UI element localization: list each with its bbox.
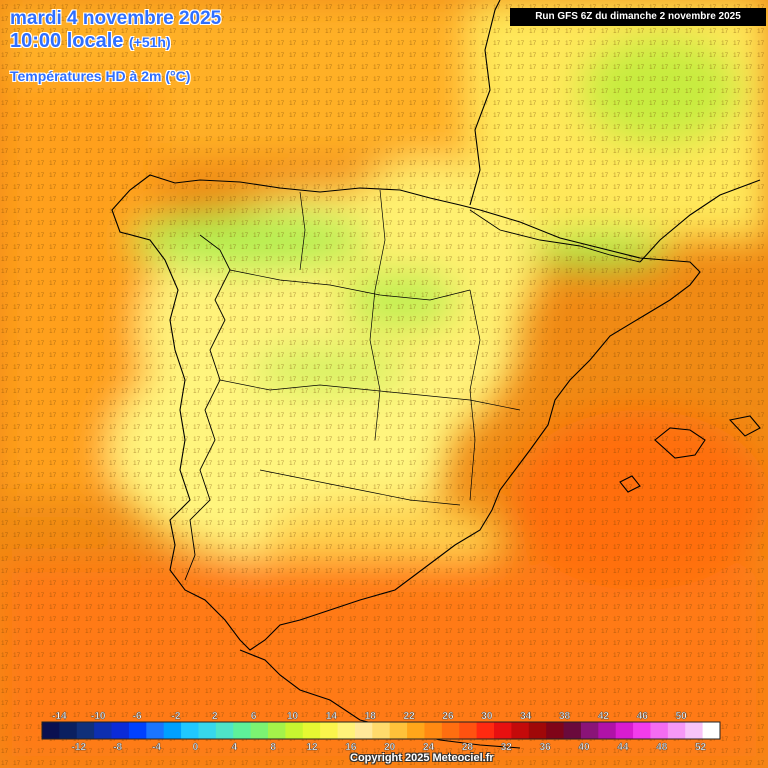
legend-label: 16 [345, 742, 357, 753]
legend-swatch [320, 722, 338, 739]
legend-label: 50 [676, 711, 688, 722]
legend-swatch [268, 722, 286, 739]
legend-swatch [511, 722, 530, 739]
legend-label: -2 [172, 711, 181, 722]
legend-swatch [302, 722, 321, 739]
legend-swatch [337, 722, 356, 739]
legend-label: 46 [637, 711, 649, 722]
legend-label: 30 [481, 711, 493, 722]
legend-label: -14 [52, 711, 67, 722]
legend-swatch [685, 722, 704, 739]
legend-swatch [407, 722, 425, 739]
legend-label: 18 [365, 711, 377, 722]
legend-swatch [372, 722, 391, 739]
legend-swatch [650, 722, 669, 739]
legend-swatch [476, 722, 495, 739]
legend-label: 10 [287, 711, 299, 722]
legend-swatch [580, 722, 599, 739]
legend-swatch [546, 722, 564, 739]
legend-label: 52 [695, 742, 707, 753]
forecast-date: mardi 4 novembre 2025 [10, 8, 222, 29]
legend-swatch [128, 722, 147, 739]
run-info-badge: Run GFS 6Z du dimanche 2 novembre 2025 [510, 8, 766, 26]
legend-swatch [389, 722, 408, 739]
legend-label: 6 [251, 711, 257, 722]
legend-label: -4 [152, 742, 161, 753]
legend-swatch [76, 722, 95, 739]
legend-swatch [633, 722, 651, 739]
legend-swatch [198, 722, 217, 739]
legend-label: 14 [326, 711, 338, 722]
lead-time: (+51h) [128, 34, 171, 50]
legend-label: 2 [212, 711, 218, 722]
legend-swatch [94, 722, 112, 739]
legend-label: 8 [270, 742, 276, 753]
legend-swatch [111, 722, 130, 739]
legend-label: 0 [193, 742, 199, 753]
legend-label: 22 [404, 711, 416, 722]
legend-label: 20 [384, 742, 396, 753]
legend-label: 36 [540, 742, 552, 753]
legend-swatch [146, 722, 165, 739]
forecast-time: 10:00 locale (+51h) [10, 30, 171, 53]
legend-swatch [615, 722, 634, 739]
legend-swatch [181, 722, 199, 739]
legend-swatch [667, 722, 686, 739]
legend-swatch [598, 722, 617, 739]
legend-swatch [163, 722, 182, 739]
legend-label: -8 [113, 742, 122, 753]
coastline [111, 0, 761, 749]
legend-label: 32 [501, 742, 513, 753]
legend-label: -12 [72, 742, 87, 753]
legend-label: 4 [231, 742, 237, 753]
legend-swatch [563, 722, 582, 739]
legend-label: -10 [91, 711, 106, 722]
legend-swatch [354, 722, 373, 739]
legend-swatch [494, 722, 512, 739]
legend-label: 38 [559, 711, 571, 722]
legend-swatch [59, 722, 78, 739]
legend-label: 26 [442, 711, 454, 722]
legend-labels: -14 -10 -6 -2 2 6 10 14 18 22 26 30 34 38 42 46 50-12 -8-… [52, 711, 707, 753]
legend-label: 44 [617, 742, 629, 753]
legend-label: 12 [306, 742, 318, 753]
legend-label: 48 [656, 742, 668, 753]
legend-label: -6 [133, 711, 142, 722]
legend-colorbar [41, 721, 721, 740]
copyright-text: Copyright 2025 Meteociel.fr [350, 752, 494, 764]
legend-frame [41, 721, 721, 740]
legend-label: 40 [578, 742, 590, 753]
legend-swatch [42, 722, 60, 739]
legend-swatch [528, 722, 547, 739]
legend-swatch [459, 722, 478, 739]
legend-label: 42 [598, 711, 610, 722]
legend-swatch [285, 722, 304, 739]
legend-swatch [215, 722, 234, 739]
variable-title: Températures HD à 2m (°C) [10, 68, 191, 84]
legend-label: 34 [520, 711, 532, 722]
legend-swatch [702, 722, 721, 739]
local-time: 10:00 locale [10, 30, 124, 52]
legend-label: 28 [462, 742, 474, 753]
legend-swatch [233, 722, 252, 739]
legend-swatch [250, 722, 269, 739]
legend-swatch [424, 722, 443, 739]
legend-swatch [441, 722, 460, 739]
legend-label: 24 [423, 742, 435, 753]
